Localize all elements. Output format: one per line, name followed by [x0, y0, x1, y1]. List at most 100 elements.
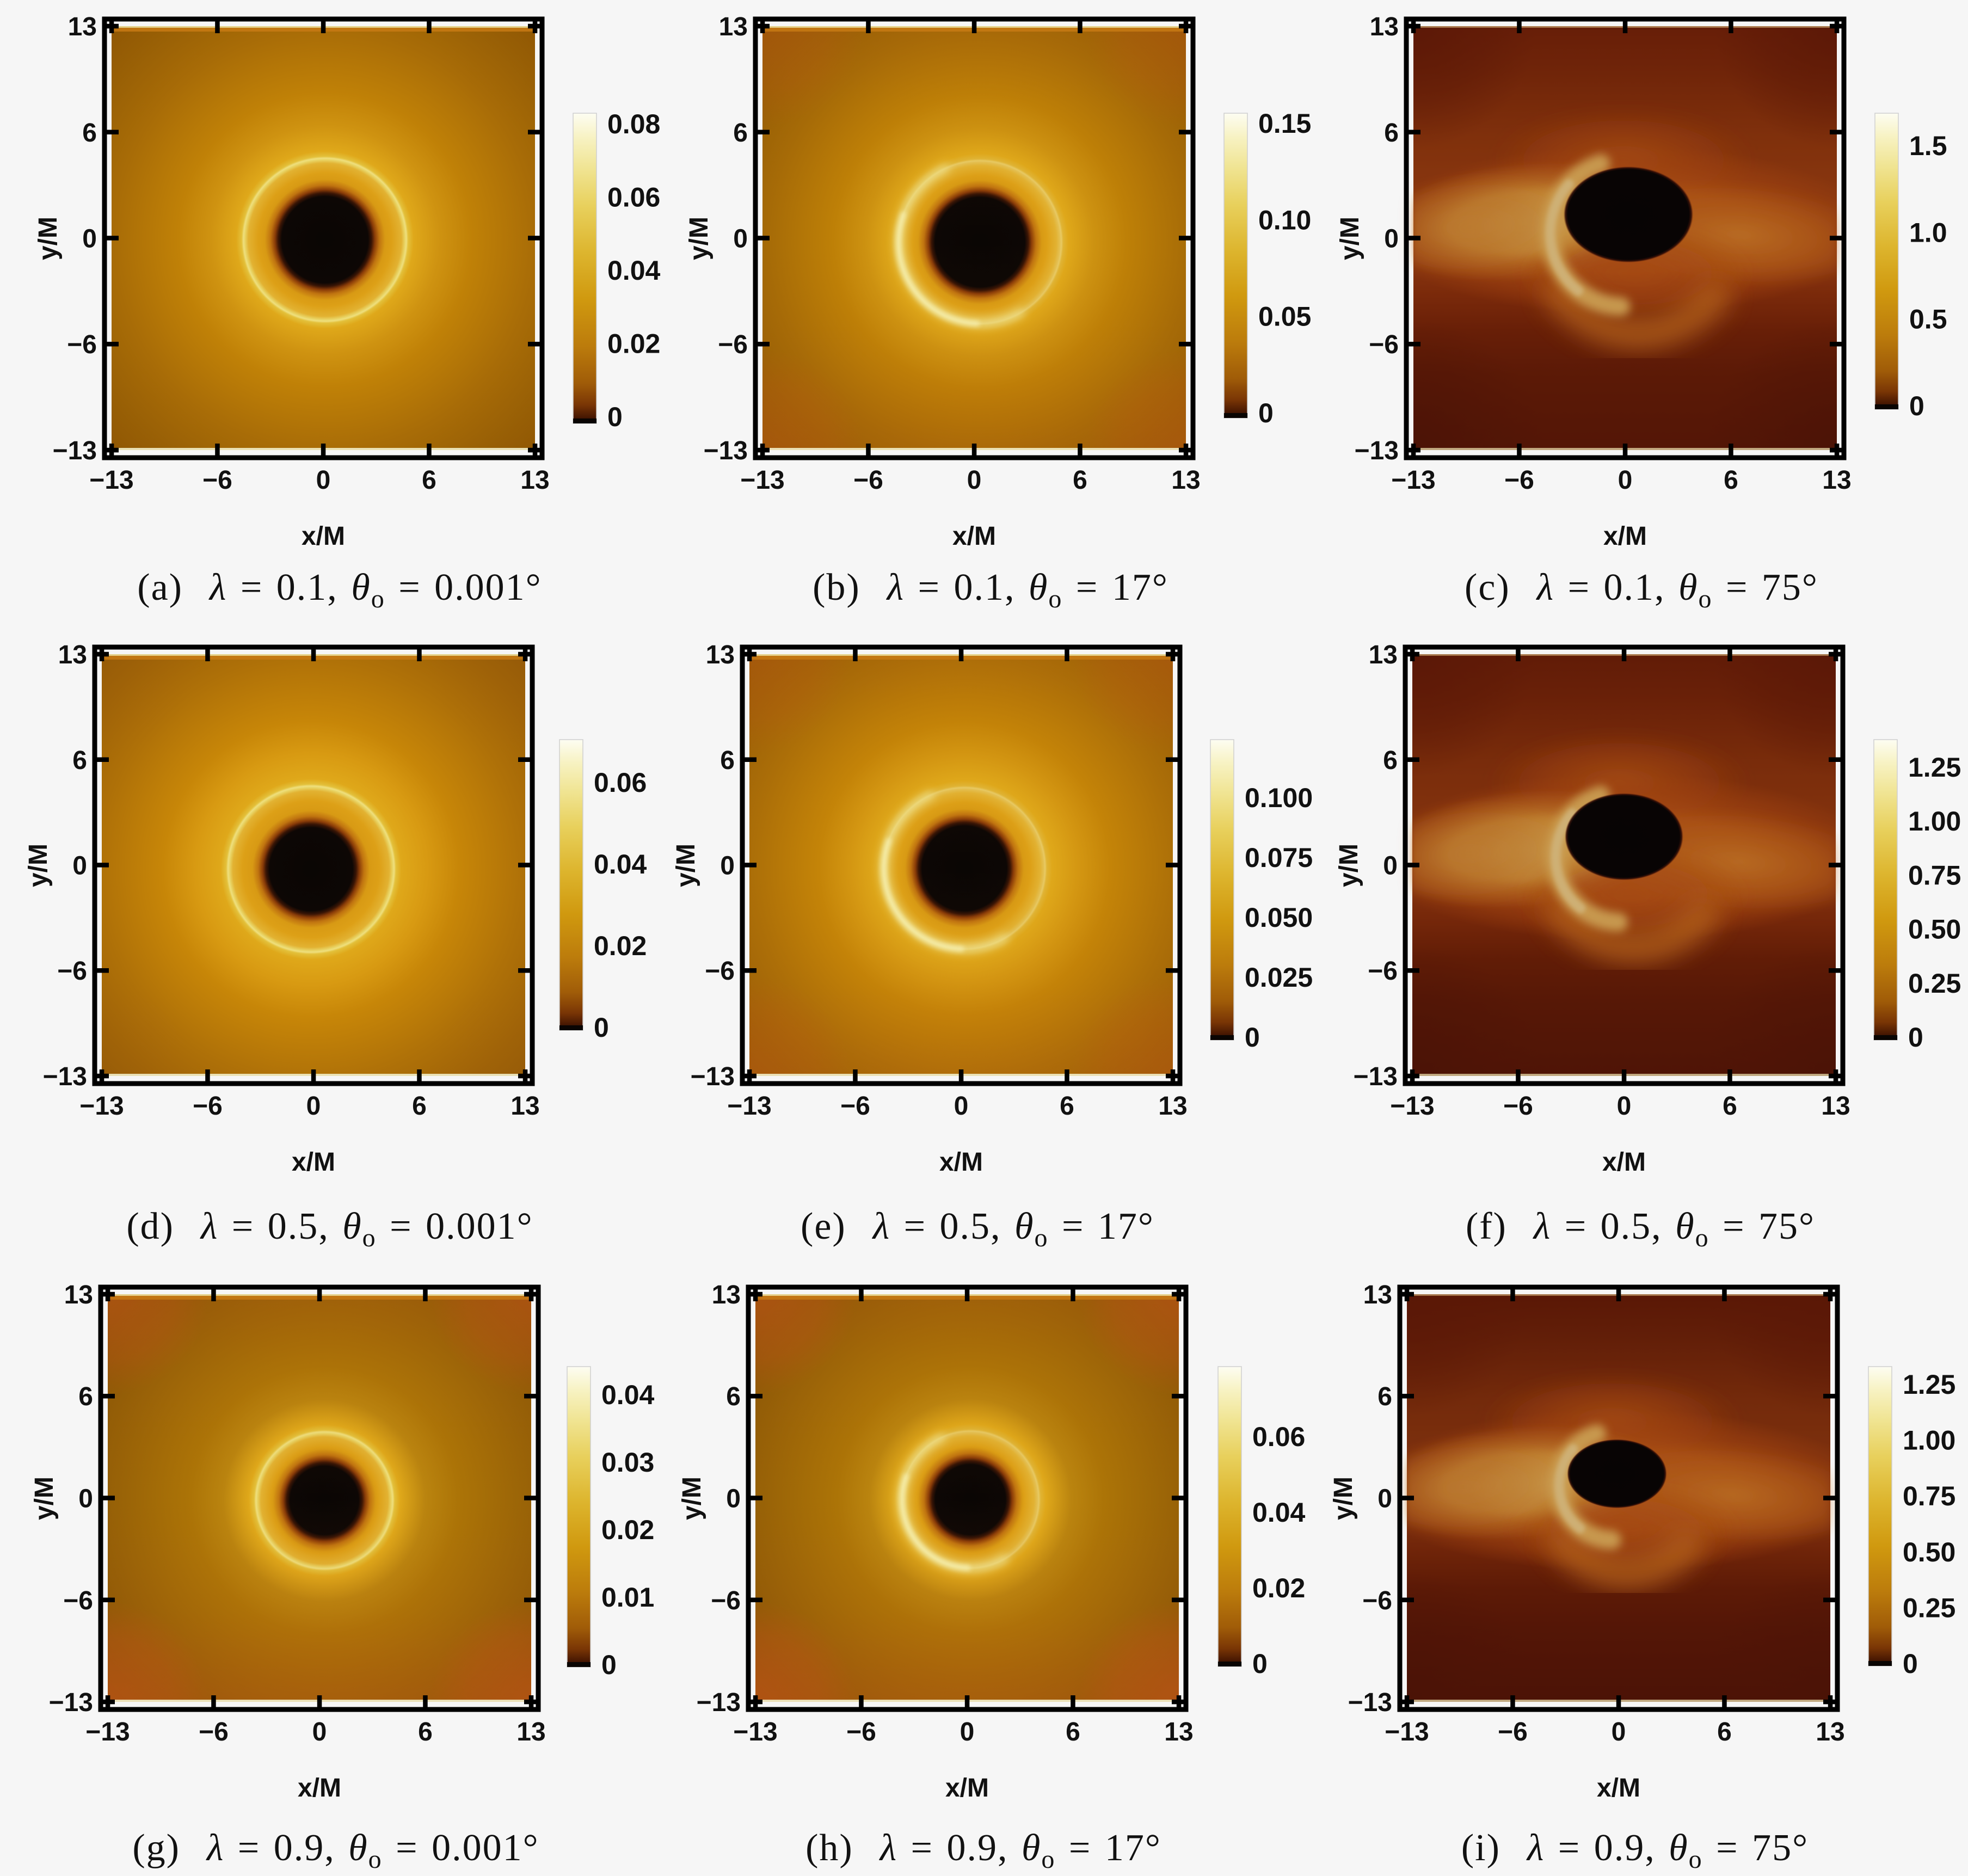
svg-text:(b) λ = 0.1, θo = 17°: (b) λ = 0.1, θo = 17° [813, 567, 1168, 613]
svg-text:−6: −6 [1503, 1092, 1533, 1121]
svg-text:0: 0 [967, 466, 982, 495]
svg-text:13: 13 [719, 13, 748, 41]
svg-text:0: 0 [607, 402, 623, 432]
svg-text:y/M: y/M [34, 217, 63, 260]
svg-text:13: 13 [68, 13, 97, 41]
svg-text:y/M: y/M [678, 1477, 706, 1520]
svg-text:0: 0 [82, 225, 97, 254]
svg-text:0.025: 0.025 [1245, 962, 1313, 993]
svg-text:0.075: 0.075 [1245, 842, 1313, 873]
svg-text:0.02: 0.02 [607, 329, 660, 359]
svg-text:y/M: y/M [685, 217, 714, 260]
svg-text:−6: −6 [1362, 1586, 1392, 1615]
svg-text:1.25: 1.25 [1908, 752, 1961, 783]
svg-text:0.050: 0.050 [1245, 902, 1313, 933]
svg-text:0.02: 0.02 [1252, 1573, 1305, 1603]
svg-text:0: 0 [1252, 1649, 1268, 1679]
svg-text:6: 6 [1066, 1718, 1080, 1746]
svg-text:0: 0 [601, 1650, 617, 1680]
svg-text:−13: −13 [733, 1718, 777, 1746]
svg-text:1.00: 1.00 [1903, 1425, 1955, 1456]
svg-text:−6: −6 [202, 466, 232, 495]
svg-text:x/M: x/M [1602, 1148, 1646, 1177]
svg-text:−6: −6 [67, 330, 97, 359]
svg-text:y/M: y/M [672, 844, 700, 887]
svg-text:13: 13 [58, 641, 87, 669]
svg-text:0.08: 0.08 [607, 109, 660, 139]
svg-text:0: 0 [1617, 1092, 1632, 1121]
svg-text:y/M: y/M [1334, 844, 1363, 887]
svg-text:(i) λ = 0.9, θo = 75°: (i) λ = 0.9, θo = 75° [1461, 1827, 1809, 1873]
svg-text:−13: −13 [49, 1688, 93, 1717]
svg-text:−6: −6 [1498, 1718, 1528, 1746]
svg-text:6: 6 [412, 1092, 427, 1121]
svg-text:0.01: 0.01 [601, 1582, 654, 1613]
svg-text:−13: −13 [1348, 1688, 1392, 1717]
svg-text:x/M: x/M [945, 1774, 989, 1803]
svg-text:x/M: x/M [952, 522, 996, 551]
svg-text:y/M: y/M [30, 1477, 59, 1520]
svg-text:−13: −13 [697, 1688, 741, 1717]
svg-text:0.75: 0.75 [1908, 860, 1961, 890]
svg-text:x/M: x/M [1597, 1774, 1640, 1803]
svg-text:0.02: 0.02 [594, 931, 647, 961]
svg-text:6: 6 [1384, 119, 1399, 147]
svg-text:0.04: 0.04 [607, 255, 661, 286]
svg-text:−6: −6 [1369, 330, 1399, 359]
svg-text:13: 13 [516, 1718, 545, 1746]
svg-text:13: 13 [1821, 1092, 1850, 1121]
svg-text:0: 0 [316, 466, 331, 495]
svg-text:0.06: 0.06 [594, 767, 647, 798]
svg-text:6: 6 [422, 466, 436, 495]
svg-text:(g) λ = 0.9, θo = 0.001°: (g) λ = 0.9, θo = 0.001° [132, 1827, 539, 1873]
svg-text:6: 6 [1717, 1718, 1732, 1746]
svg-text:x/M: x/M [292, 1148, 335, 1177]
svg-text:−13: −13 [53, 436, 97, 465]
svg-text:−6: −6 [193, 1092, 223, 1121]
svg-text:−6: −6 [63, 1586, 93, 1615]
svg-text:−6: −6 [705, 957, 735, 986]
svg-text:6: 6 [418, 1718, 433, 1746]
svg-text:−13: −13 [727, 1092, 771, 1121]
svg-text:0: 0 [720, 852, 735, 881]
svg-text:1.0: 1.0 [1909, 217, 1947, 248]
svg-text:−13: −13 [1390, 1092, 1434, 1121]
svg-text:0.06: 0.06 [607, 182, 660, 213]
svg-text:13: 13 [706, 641, 735, 669]
svg-text:0: 0 [594, 1012, 609, 1043]
svg-text:13: 13 [511, 1092, 539, 1121]
svg-text:−13: −13 [1355, 436, 1399, 465]
svg-text:0: 0 [1245, 1022, 1260, 1053]
svg-text:13: 13 [1164, 1718, 1193, 1746]
svg-text:6: 6 [720, 746, 735, 775]
svg-text:−13: −13 [89, 466, 133, 495]
svg-text:0: 0 [960, 1718, 975, 1746]
svg-text:−6: −6 [57, 957, 87, 986]
svg-text:0: 0 [306, 1092, 321, 1121]
svg-text:13: 13 [1158, 1092, 1187, 1121]
svg-text:6: 6 [1377, 1382, 1392, 1411]
svg-text:−6: −6 [840, 1092, 870, 1121]
svg-text:0: 0 [1612, 1718, 1626, 1746]
svg-text:−13: −13 [43, 1062, 87, 1091]
svg-text:−13: −13 [1385, 1718, 1429, 1746]
svg-text:−6: −6 [711, 1586, 741, 1615]
svg-text:(f) λ = 0.5, θo = 75°: (f) λ = 0.5, θo = 75° [1466, 1205, 1815, 1252]
svg-text:(d) λ = 0.5, θo = 0.001°: (d) λ = 0.5, θo = 0.001° [126, 1205, 533, 1252]
svg-text:6: 6 [1724, 466, 1738, 495]
svg-text:0.05: 0.05 [1258, 302, 1311, 332]
svg-text:0: 0 [1377, 1485, 1392, 1514]
svg-text:−6: −6 [1504, 466, 1534, 495]
svg-text:13: 13 [1370, 13, 1399, 41]
svg-text:−13: −13 [85, 1718, 130, 1746]
svg-text:6: 6 [733, 119, 748, 147]
svg-text:−13: −13 [1354, 1062, 1398, 1091]
svg-text:13: 13 [1816, 1718, 1844, 1746]
svg-text:x/M: x/M [302, 522, 345, 551]
svg-text:6: 6 [1383, 746, 1398, 775]
svg-text:1.5: 1.5 [1909, 131, 1947, 161]
svg-text:1.00: 1.00 [1908, 806, 1961, 836]
svg-text:0: 0 [954, 1092, 969, 1121]
svg-text:0.06: 0.06 [1252, 1422, 1305, 1452]
svg-text:6: 6 [726, 1382, 741, 1411]
